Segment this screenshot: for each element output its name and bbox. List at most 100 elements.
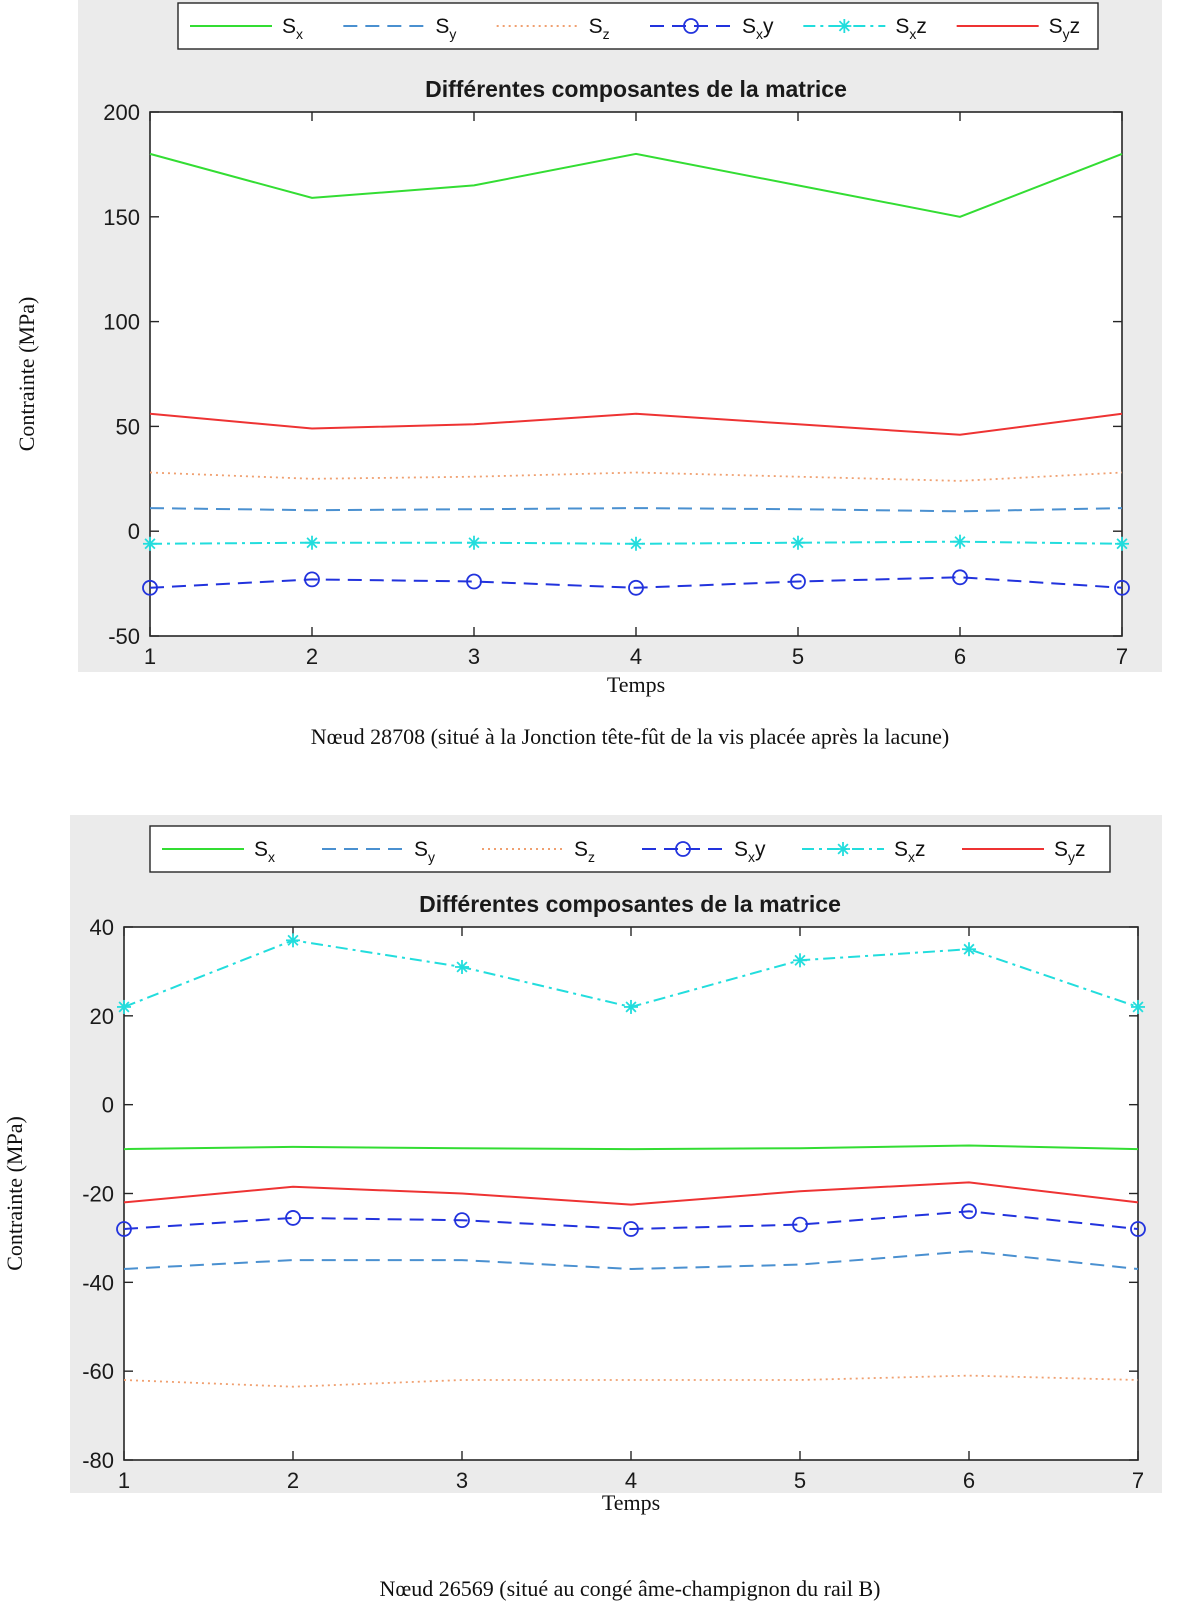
legend-label: Sxz bbox=[894, 838, 926, 865]
data-point bbox=[793, 953, 807, 968]
data-point bbox=[952, 569, 968, 586]
series-line bbox=[123, 1374, 1139, 1388]
legend-box bbox=[177, 2, 1099, 50]
y-tick-label: 150 bbox=[103, 205, 140, 230]
data-point bbox=[304, 571, 320, 588]
data-point bbox=[285, 1210, 301, 1226]
series-4 bbox=[116, 1203, 1146, 1237]
legend-label: Sx bbox=[254, 838, 275, 865]
data-point bbox=[143, 536, 157, 551]
y-tick-label: 40 bbox=[90, 915, 114, 940]
data-point bbox=[466, 573, 482, 590]
data-point bbox=[790, 573, 806, 590]
legend-label: Sx bbox=[282, 15, 303, 42]
y-tick-label: 20 bbox=[90, 1004, 114, 1029]
legend-item: Sxz bbox=[803, 15, 927, 42]
legend-item: Sx bbox=[190, 15, 303, 42]
data-point bbox=[623, 1221, 639, 1237]
chart-2: Différentes composantes de la matrice-80… bbox=[2, 815, 1162, 1515]
y-tick-label: -40 bbox=[82, 1270, 114, 1295]
legend-label: Sxy bbox=[734, 838, 766, 865]
y-tick-label: 200 bbox=[103, 100, 140, 125]
data-point bbox=[953, 534, 967, 549]
x-axis-label: Temps bbox=[607, 672, 665, 697]
x-tick-label: 4 bbox=[625, 1468, 637, 1493]
legend-label: Sz bbox=[589, 15, 610, 42]
y-tick-label: 100 bbox=[103, 310, 140, 335]
data-point bbox=[962, 942, 976, 957]
x-tick-label: 7 bbox=[1116, 644, 1128, 669]
y-tick-label: 0 bbox=[128, 519, 140, 544]
legend: Sx Sy Sz Sxy Sxz Syz bbox=[149, 825, 1111, 873]
series-2 bbox=[123, 1250, 1139, 1271]
y-axis: -80 -60 -40 -20 0 20 40 bbox=[82, 915, 1138, 1473]
series-line bbox=[123, 1144, 1139, 1151]
legend-label: Sy bbox=[435, 15, 456, 42]
series-3 bbox=[123, 1374, 1139, 1388]
data-point bbox=[116, 1221, 132, 1237]
legend-marker bbox=[836, 842, 850, 856]
legend-marker bbox=[837, 19, 852, 33]
x-tick-label: 4 bbox=[630, 644, 642, 669]
data-point bbox=[305, 535, 319, 550]
series-line bbox=[149, 152, 1123, 218]
legend-item: Syz bbox=[956, 15, 1080, 42]
data-point bbox=[454, 1212, 470, 1229]
y-tick-label: -20 bbox=[82, 1182, 114, 1207]
y-tick-label: 0 bbox=[102, 1093, 114, 1118]
x-tick-label: 5 bbox=[794, 1468, 806, 1493]
series-5 bbox=[143, 534, 1129, 551]
legend-marker bbox=[683, 18, 699, 34]
x-tick-label: 3 bbox=[456, 1468, 468, 1493]
y-tick-label: 50 bbox=[116, 414, 140, 439]
data-point bbox=[792, 1216, 808, 1233]
x-tick-label: 3 bbox=[468, 644, 480, 669]
legend: Sx Sy Sz Sxy Sxz Syz bbox=[177, 2, 1099, 50]
series-6 bbox=[149, 412, 1123, 436]
series-2 bbox=[149, 507, 1123, 513]
legend-label: Sxy bbox=[742, 15, 774, 42]
legend-label: Sy bbox=[414, 838, 435, 865]
legend-label: Sz bbox=[574, 838, 595, 865]
x-axis: 1 2 3 4 5 6 7 bbox=[144, 112, 1128, 669]
legend-marker bbox=[675, 841, 691, 857]
chart-title: Différentes composantes de la matrice bbox=[425, 76, 847, 102]
y-tick-label: -80 bbox=[82, 1448, 114, 1473]
legend-label: Sxz bbox=[895, 15, 927, 42]
data-point bbox=[117, 999, 131, 1014]
legend-item: Sy bbox=[322, 838, 435, 865]
series-6 bbox=[123, 1181, 1139, 1206]
series-line bbox=[123, 1181, 1139, 1206]
series-line bbox=[149, 576, 1123, 589]
series-1 bbox=[149, 152, 1123, 218]
chart-1: Différentes composantes de la matrice-50… bbox=[14, 0, 1162, 697]
y-axis-label: Contrainte (MPa) bbox=[2, 1116, 27, 1271]
x-tick-label: 7 bbox=[1132, 1468, 1144, 1493]
x-tick-label: 5 bbox=[792, 644, 804, 669]
x-tick-label: 1 bbox=[144, 644, 156, 669]
series-5 bbox=[117, 933, 1145, 1014]
data-point bbox=[1114, 579, 1130, 596]
x-axis: 1 2 3 4 5 6 7 bbox=[118, 927, 1144, 1493]
x-tick-label: 2 bbox=[306, 644, 318, 669]
plot-area bbox=[123, 926, 1139, 1461]
y-axis-label: Contrainte (MPa) bbox=[14, 297, 39, 452]
y-tick-label: -60 bbox=[82, 1359, 114, 1384]
y-axis: -50 0 50 100 150 200 bbox=[103, 100, 1122, 649]
data-point bbox=[624, 999, 638, 1014]
data-point bbox=[629, 536, 643, 551]
legend-item: Sz bbox=[496, 15, 610, 42]
series-4 bbox=[142, 569, 1130, 596]
legend-item: Sz bbox=[482, 838, 595, 865]
legend-item: Syz bbox=[962, 838, 1086, 865]
chart-title: Différentes composantes de la matrice bbox=[419, 891, 841, 917]
series-line bbox=[123, 1210, 1139, 1231]
legend-box bbox=[149, 825, 1111, 873]
x-tick-label: 2 bbox=[287, 1468, 299, 1493]
x-tick-label: 6 bbox=[963, 1468, 975, 1493]
data-point bbox=[791, 535, 805, 550]
data-point bbox=[628, 579, 644, 596]
series-line bbox=[149, 412, 1123, 436]
figure-caption: Nœud 28708 (situé à la Jonction tête-fût… bbox=[311, 724, 949, 749]
